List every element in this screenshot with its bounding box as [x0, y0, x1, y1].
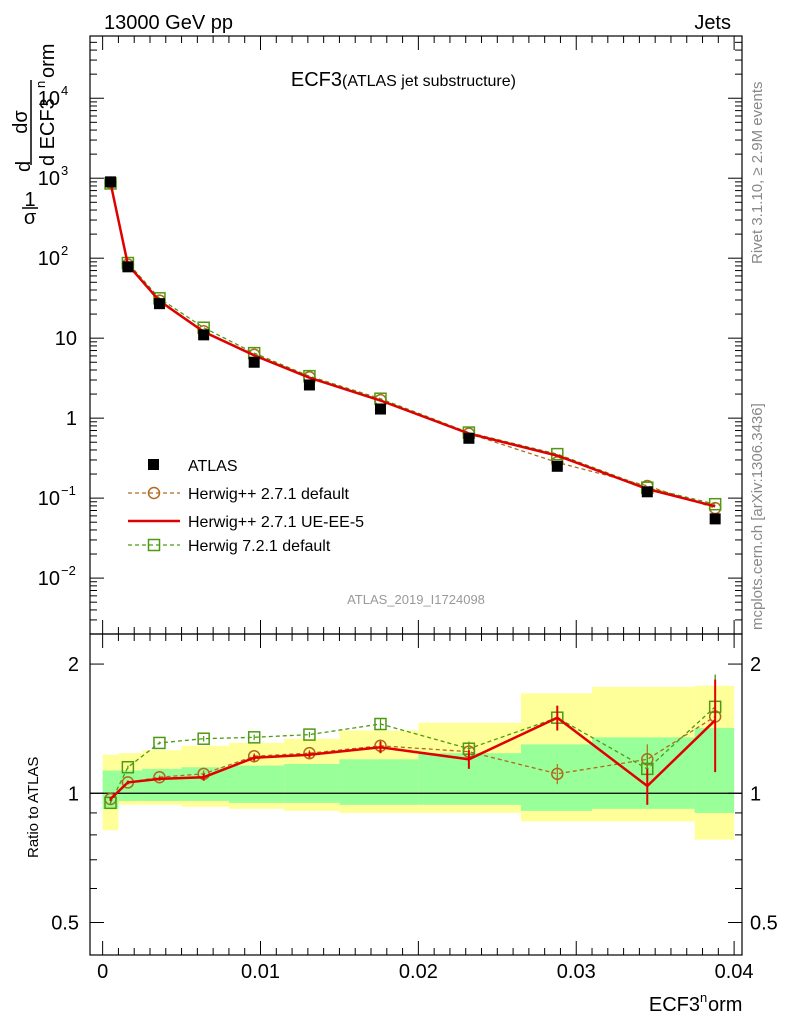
main-y-axis-label: 1 σ d dσ d ECF3 n orm [10, 44, 59, 229]
legend-label-herwig7: Herwig 7.2.1 default [188, 538, 331, 555]
ratio-y-tick-label: 1 [68, 783, 79, 805]
main-atlas-marker [551, 460, 563, 472]
legend-entry-herwig-default: Herwig++ 2.7.1 default [128, 486, 350, 503]
ylabel-dsigma: dσ [10, 110, 32, 134]
x-tick-label: 0 [97, 961, 108, 983]
main-atlas-marker [122, 261, 134, 273]
ratio-band-inner [592, 737, 695, 809]
plot-title: ECF3 [291, 69, 342, 91]
legend-label-herwig-default: Herwig++ 2.7.1 default [188, 486, 350, 503]
x-tick-label: 0.01 [241, 961, 280, 983]
ratio-frame [89, 633, 743, 956]
main-atlas-marker [153, 298, 165, 310]
legend-entry-atlas: ATLAS [148, 458, 238, 475]
ratio-y-tick-label-right: 0.5 [750, 912, 778, 934]
ratio-series-layer [104, 674, 722, 810]
main-herwig-7-2-1-default-line [109, 183, 716, 505]
legend: ATLAS Herwig++ 2.7.1 default Herwig++ 2.… [128, 458, 364, 555]
ylabel-orm: orm [37, 44, 59, 78]
x-tick-label: 0.04 [715, 961, 754, 983]
plot-subtitle: (ATLAS jet substructure) [342, 73, 516, 90]
ratio-band-inner [102, 770, 119, 809]
legend-entry-herwig7: Herwig 7.2.1 default [128, 538, 331, 555]
main-atlas-marker [303, 379, 315, 391]
beam-label: 13000 GeV pp [104, 12, 233, 34]
main-y-tick-label: 10 [38, 168, 60, 190]
x-tick-label: 0.02 [399, 961, 438, 983]
ratio-y-tick-label-right: 1 [750, 783, 761, 805]
main-y-tick-exponent: −2 [61, 563, 76, 578]
ratio-axes: 0.5 0.5 1 1 2 2 0 0.01 0.02 0.03 0.04 [51, 633, 778, 983]
main-y-tick-exponent: 3 [61, 163, 68, 178]
ratio-y-tick-label: 0.5 [51, 912, 79, 934]
ratio-y-tick-label-right: 2 [750, 654, 761, 676]
ratio-band-inner [339, 759, 419, 805]
main-y-tick-label: 10 [38, 568, 60, 590]
ratio-band-inner [228, 765, 285, 803]
xlabel-ecf3: ECF3 [649, 994, 700, 1016]
analysis-id: ATLAS_2019_I1724098 [347, 592, 485, 607]
ratio-herwig-7-2-1-default-marker [303, 728, 316, 741]
ylabel-ecf3: d ECF3 [37, 98, 59, 166]
main-series-layer [104, 176, 722, 525]
main-herwig-2-7-1-ue-ee-5-line [109, 182, 716, 508]
x-tick-label: 0.03 [557, 961, 596, 983]
mcplots-source-label: mcplots.cern.ch [arXiv:1306.3436] [749, 403, 766, 630]
ratio-y-tick-label: 2 [68, 654, 79, 676]
main-atlas-marker [374, 403, 386, 415]
process-label: Jets [694, 12, 731, 34]
ratio-y-axis-label: Ratio to ATLAS [25, 757, 42, 858]
main-y-tick-label: 10 [38, 248, 60, 270]
ratio-band-inner [181, 767, 229, 801]
rivet-version-label: Rivet 3.1.10, ≥ 2.9M events [749, 82, 766, 265]
main-y-tick-label: 10 [55, 328, 77, 350]
x-axis-label: ECF3 n orm [649, 990, 743, 1016]
ratio-herwig-7-2-1-default-marker [374, 717, 387, 731]
legend-label-herwig-ue: Herwig++ 2.7.1 UE-EE-5 [188, 514, 364, 531]
main-atlas-marker [641, 486, 653, 498]
ylabel-denominator-sigma: σ [24, 207, 37, 229]
main-y-tick-exponent: −1 [61, 483, 76, 498]
ratio-herwig-7-2-1-default-marker [247, 731, 261, 744]
main-atlas-marker [463, 432, 475, 444]
ylabel-numerator-one: 1 [24, 189, 35, 211]
main-y-tick-exponent: 2 [61, 243, 68, 258]
ratio-band-inner [520, 744, 593, 811]
ratio-band-inner [118, 770, 143, 801]
main-y-tick-label: 1 [66, 408, 77, 430]
ratio-herwig-2-7-1-default-marker [551, 767, 564, 781]
main-atlas-marker [105, 176, 117, 188]
xlabel-superscript: n [700, 990, 707, 1005]
xlabel-orm: orm [708, 994, 742, 1016]
ratio-band-inner [142, 768, 182, 801]
main-atlas-marker [248, 356, 260, 368]
main-atlas-marker [198, 329, 210, 341]
main-y-tick-label: 10 [38, 88, 60, 110]
ratio-band-inner [284, 764, 340, 803]
ratio-herwig-7-2-1-default-line [109, 706, 716, 804]
legend-label-atlas: ATLAS [188, 458, 238, 475]
ylabel-d: d [13, 161, 35, 172]
ratio-herwig-7-2-1-default-marker [197, 732, 210, 745]
main-atlas-marker [709, 513, 721, 525]
ylabel-superscript: n [33, 81, 48, 88]
ratio-herwig-2-7-1-default-marker [153, 770, 166, 784]
ratio-herwig-7-2-1-default-marker [121, 760, 135, 774]
legend-entry-herwig-ue: Herwig++ 2.7.1 UE-EE-5 [128, 514, 364, 531]
main-y-tick-label: 10 [38, 488, 60, 510]
main-y-tick-exponent: 4 [61, 83, 68, 98]
ratio-herwig-7-2-1-default-marker [153, 736, 166, 750]
